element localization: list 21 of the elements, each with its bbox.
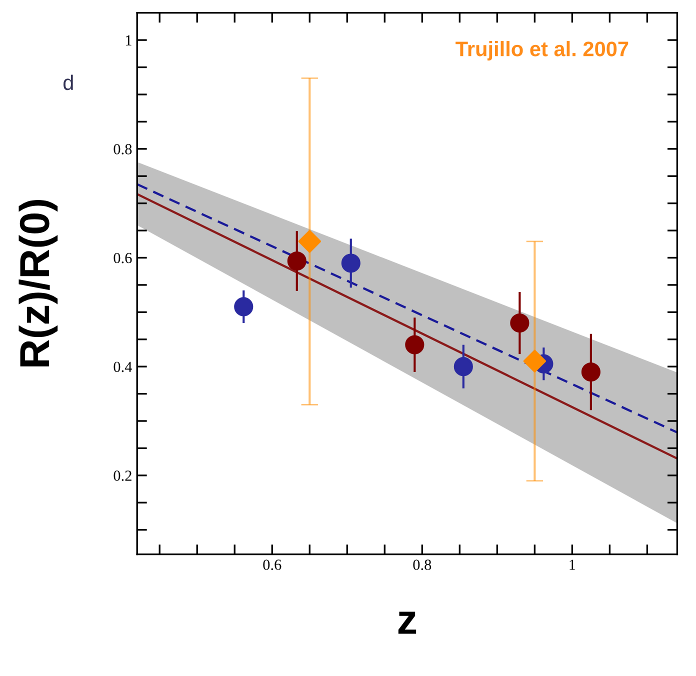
y-tick-label: 0.2 bbox=[114, 470, 132, 481]
point bbox=[298, 230, 321, 253]
x-axis-title: z bbox=[398, 612, 416, 634]
point bbox=[454, 357, 473, 376]
point bbox=[581, 362, 600, 382]
point bbox=[234, 297, 254, 316]
x-tick-label: 0.8 bbox=[413, 560, 432, 570]
point bbox=[405, 335, 424, 354]
y-tick-label: 1 bbox=[126, 35, 132, 46]
x-tick-label: 1 bbox=[570, 560, 576, 570]
y-tick-label: 0.6 bbox=[114, 252, 132, 264]
point bbox=[287, 251, 306, 271]
y-axis-title: R(z)/R(0) bbox=[18, 200, 58, 366]
point bbox=[341, 254, 360, 273]
point bbox=[510, 313, 530, 333]
y-tick-label: 0.8 bbox=[114, 144, 132, 154]
point bbox=[523, 350, 546, 372]
text: d bbox=[64, 74, 73, 90]
y-tick-label: 0.4 bbox=[114, 362, 132, 372]
x-tick-label: 0.6 bbox=[263, 560, 282, 570]
annotation: Trujillo et al. 2007 bbox=[456, 41, 628, 60]
